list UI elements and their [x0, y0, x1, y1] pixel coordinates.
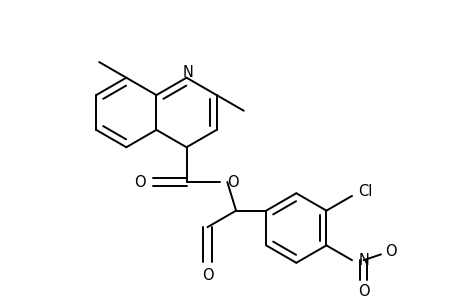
Text: N: N [358, 253, 368, 268]
Text: O: O [384, 244, 396, 259]
Text: Cl: Cl [358, 184, 372, 200]
Text: O: O [201, 268, 213, 283]
Text: N: N [183, 65, 194, 80]
Text: O: O [134, 175, 146, 190]
Text: O: O [227, 175, 238, 190]
Text: O: O [357, 284, 369, 298]
